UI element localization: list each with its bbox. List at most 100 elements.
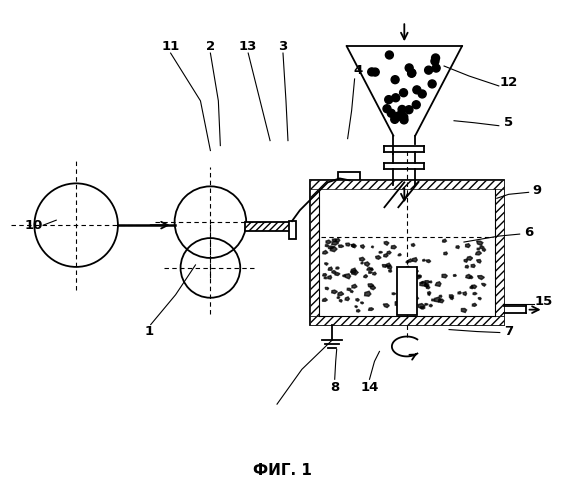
Text: 12: 12 bbox=[499, 76, 518, 90]
Circle shape bbox=[418, 90, 426, 98]
Polygon shape bbox=[456, 246, 459, 248]
Polygon shape bbox=[470, 286, 473, 288]
Circle shape bbox=[405, 106, 413, 114]
Text: 5: 5 bbox=[504, 116, 513, 129]
Polygon shape bbox=[367, 267, 370, 270]
Polygon shape bbox=[449, 295, 454, 298]
Polygon shape bbox=[425, 280, 430, 283]
Polygon shape bbox=[328, 267, 332, 270]
Polygon shape bbox=[450, 297, 453, 300]
Polygon shape bbox=[332, 239, 337, 242]
Polygon shape bbox=[386, 263, 391, 267]
Polygon shape bbox=[365, 291, 371, 296]
Polygon shape bbox=[408, 272, 410, 274]
Polygon shape bbox=[406, 260, 409, 263]
Polygon shape bbox=[481, 284, 486, 286]
Polygon shape bbox=[413, 258, 417, 262]
Text: 9: 9 bbox=[532, 184, 541, 197]
Polygon shape bbox=[453, 274, 457, 276]
Circle shape bbox=[400, 88, 408, 96]
Text: 6: 6 bbox=[524, 226, 533, 238]
Bar bbox=[338, 172, 360, 190]
Polygon shape bbox=[379, 252, 382, 253]
Polygon shape bbox=[413, 270, 418, 274]
Bar bbox=[495, 180, 504, 316]
Text: 8: 8 bbox=[330, 380, 339, 394]
Circle shape bbox=[405, 64, 413, 72]
Text: 14: 14 bbox=[360, 380, 379, 394]
Polygon shape bbox=[421, 282, 423, 284]
Polygon shape bbox=[345, 297, 350, 300]
Polygon shape bbox=[360, 258, 365, 261]
Polygon shape bbox=[416, 275, 421, 278]
Polygon shape bbox=[477, 241, 483, 246]
Circle shape bbox=[428, 80, 436, 88]
Polygon shape bbox=[476, 260, 481, 263]
Polygon shape bbox=[428, 292, 431, 294]
Polygon shape bbox=[330, 246, 337, 252]
Text: ФИГ. 1: ФИГ. 1 bbox=[253, 464, 311, 478]
Polygon shape bbox=[336, 238, 339, 242]
Bar bbox=[310, 180, 504, 324]
Polygon shape bbox=[428, 294, 430, 296]
Circle shape bbox=[387, 110, 395, 118]
Polygon shape bbox=[387, 251, 391, 254]
Polygon shape bbox=[418, 304, 425, 308]
Polygon shape bbox=[347, 288, 351, 290]
Polygon shape bbox=[472, 304, 477, 306]
Polygon shape bbox=[376, 256, 381, 260]
Circle shape bbox=[385, 96, 393, 104]
Polygon shape bbox=[466, 244, 470, 248]
Polygon shape bbox=[370, 286, 376, 290]
Polygon shape bbox=[326, 240, 332, 244]
Polygon shape bbox=[346, 243, 350, 246]
Bar bbox=[397, 267, 417, 314]
Circle shape bbox=[386, 51, 394, 59]
Polygon shape bbox=[476, 251, 481, 255]
Polygon shape bbox=[432, 299, 435, 301]
Bar bbox=[245, 222, 293, 231]
Polygon shape bbox=[430, 281, 432, 283]
Polygon shape bbox=[365, 262, 370, 266]
Polygon shape bbox=[352, 270, 358, 275]
Polygon shape bbox=[383, 254, 388, 257]
Bar bbox=[310, 316, 504, 324]
Polygon shape bbox=[355, 306, 358, 308]
Polygon shape bbox=[343, 275, 346, 277]
Polygon shape bbox=[461, 308, 467, 312]
Text: 10: 10 bbox=[24, 218, 43, 232]
Bar bbox=[310, 180, 504, 190]
Circle shape bbox=[391, 116, 399, 124]
Polygon shape bbox=[443, 239, 446, 242]
Polygon shape bbox=[388, 270, 392, 272]
Polygon shape bbox=[325, 263, 328, 265]
Polygon shape bbox=[369, 272, 372, 274]
Polygon shape bbox=[392, 293, 396, 294]
Polygon shape bbox=[406, 268, 409, 270]
Polygon shape bbox=[332, 270, 336, 274]
Polygon shape bbox=[421, 306, 425, 309]
Polygon shape bbox=[328, 276, 332, 279]
Circle shape bbox=[391, 76, 399, 84]
Polygon shape bbox=[480, 246, 484, 248]
Text: 2: 2 bbox=[206, 40, 215, 52]
Polygon shape bbox=[323, 250, 328, 254]
Text: 3: 3 bbox=[278, 40, 288, 52]
Circle shape bbox=[400, 116, 408, 124]
Circle shape bbox=[408, 70, 415, 77]
Circle shape bbox=[412, 101, 420, 108]
Polygon shape bbox=[465, 266, 468, 268]
Polygon shape bbox=[418, 275, 422, 277]
Text: 7: 7 bbox=[504, 325, 513, 338]
Polygon shape bbox=[409, 280, 412, 281]
Polygon shape bbox=[477, 276, 484, 280]
Polygon shape bbox=[471, 264, 475, 268]
Circle shape bbox=[368, 68, 376, 76]
Polygon shape bbox=[373, 272, 376, 275]
Polygon shape bbox=[383, 304, 389, 308]
Polygon shape bbox=[351, 244, 355, 247]
Circle shape bbox=[425, 66, 432, 74]
Polygon shape bbox=[382, 264, 387, 268]
Polygon shape bbox=[372, 246, 373, 248]
Polygon shape bbox=[360, 302, 364, 304]
